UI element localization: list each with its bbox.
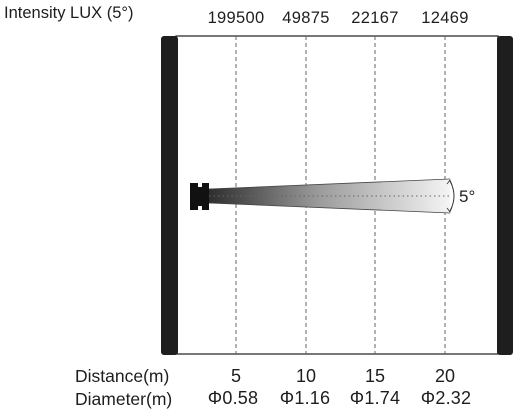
arc-arrow-bottom (446, 206, 453, 213)
beam-edge-bottom (208, 202, 451, 214)
right-wall (497, 36, 513, 355)
beam-edge-top (208, 178, 451, 190)
lux-value-20m: 12469 (421, 9, 469, 27)
diameter-label: Diameter(m) (75, 389, 173, 409)
intensity-title: Intensity LUX (5°) (4, 4, 134, 22)
distance-value-20: 20 (434, 366, 456, 386)
beam-angle-label: 5° (459, 187, 475, 206)
diameter-value-15: Φ1.74 (349, 388, 401, 408)
lux-value-15m: 22167 (351, 9, 399, 27)
arc-arrow-top (446, 179, 453, 186)
diameter-value-20: Φ2.32 (420, 388, 472, 408)
distance-value-15: 15 (364, 366, 386, 386)
lux-value-10m: 49875 (282, 9, 330, 27)
diameter-value-10: Φ1.16 (279, 388, 331, 408)
left-wall (161, 36, 178, 355)
distance-label: Distance(m) (75, 366, 170, 386)
distance-value-10: 10 (295, 366, 317, 386)
light-beam (209, 179, 450, 213)
fixture-icon (190, 183, 209, 210)
distance-value-5: 5 (230, 366, 242, 386)
lux-value-5m: 199500 (207, 9, 265, 27)
diameter-value-5: Φ0.58 (207, 388, 259, 408)
